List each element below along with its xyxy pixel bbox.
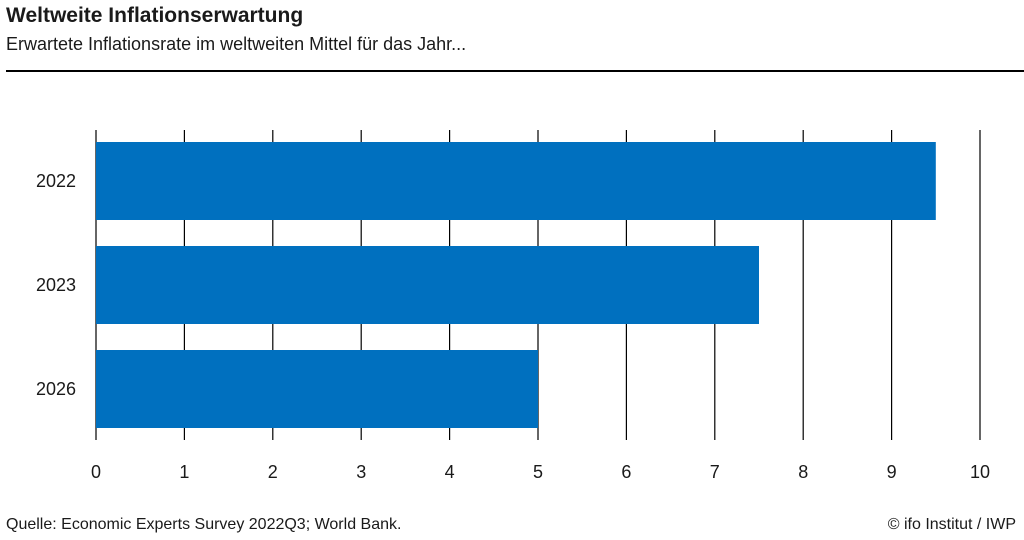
x-tick-label: 4: [445, 462, 455, 482]
x-tick-label: 6: [621, 462, 631, 482]
bar-chart: 2022 2023 2026 0 1 2 3 4 5 6 7 8 9 10: [36, 130, 990, 482]
x-tick-label: 2: [268, 462, 278, 482]
bars: [96, 142, 936, 428]
bar: [96, 142, 936, 220]
bar: [96, 350, 538, 428]
x-axis-tick-labels: 0 1 2 3 4 5 6 7 8 9 10: [91, 462, 990, 482]
title-divider: [6, 70, 1024, 72]
copyright-note: © ifo Institut / IWP: [887, 516, 1016, 533]
chart-subtitle: Erwartete Inflationsrate im weltweiten M…: [6, 34, 467, 54]
x-tick-label: 10: [970, 462, 990, 482]
bar: [96, 246, 759, 324]
category-label: 2022: [36, 171, 76, 191]
x-tick-label: 9: [887, 462, 897, 482]
x-tick-label: 5: [533, 462, 543, 482]
x-tick-label: 3: [356, 462, 366, 482]
category-label: 2023: [36, 275, 76, 295]
category-label: 2026: [36, 379, 76, 399]
x-tick-label: 8: [798, 462, 808, 482]
x-tick-label: 0: [91, 462, 101, 482]
x-tick-label: 1: [179, 462, 189, 482]
category-labels: 2022 2023 2026: [36, 171, 76, 399]
source-note: Quelle: Economic Experts Survey 2022Q3; …: [6, 516, 402, 533]
x-tick-label: 7: [710, 462, 720, 482]
chart-title: Weltweite Inflationserwartung: [6, 4, 304, 27]
